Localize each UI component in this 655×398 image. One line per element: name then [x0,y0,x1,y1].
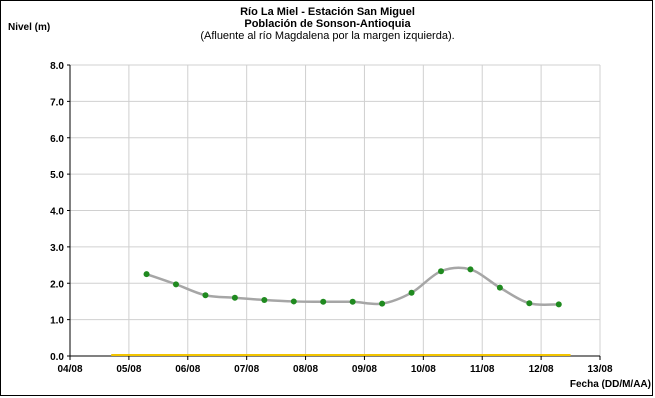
x-tick-label: 08/08 [293,364,318,375]
y-tick-label: 1.0 [50,316,64,327]
x-axis-label: Fecha (DD/M/AA) [569,379,651,390]
data-point [202,292,209,299]
data-point [467,266,474,273]
y-tick-label: 2.0 [50,279,64,290]
data-point [408,289,415,296]
data-point [231,294,238,301]
data-point [379,300,386,307]
data-point [143,271,150,278]
data-point [349,298,356,305]
y-axis-label: Nivel (m) [8,22,51,33]
x-tick-label: 12/08 [529,364,554,375]
x-tick-label: 06/08 [175,364,200,375]
data-point [290,298,297,305]
y-tick-label: 0.0 [50,352,64,363]
x-tick-label: 04/08 [57,364,82,375]
data-point [438,268,444,275]
y-tick-label: 6.0 [50,134,64,145]
y-tick-label: 5.0 [50,170,64,181]
data-point [173,281,179,288]
y-tick-label: 7.0 [50,97,64,108]
y-tick-label: 4.0 [50,207,64,218]
chart-title-line-2: Población de Sonson-Antioquia [244,18,411,30]
chart-title-line-1: Río La Miel - Estación San Miguel [240,6,415,18]
y-tick-label: 3.0 [50,243,64,254]
x-tick-label: 11/08 [470,364,495,375]
x-tick-label: 09/08 [352,364,377,375]
data-point [261,296,268,303]
x-tick-label: 07/08 [234,364,259,375]
data-point [496,284,503,291]
y-tick-label: 8.0 [50,61,64,72]
chart-title-line-3: (Afluente al río Magdalena por la margen… [200,30,455,42]
x-tick-label: 10/08 [411,364,436,375]
data-point [526,300,533,307]
x-tick-label: 13/08 [587,364,612,375]
data-point [320,298,327,305]
data-point [555,301,562,308]
x-tick-label: 05/08 [116,364,141,375]
